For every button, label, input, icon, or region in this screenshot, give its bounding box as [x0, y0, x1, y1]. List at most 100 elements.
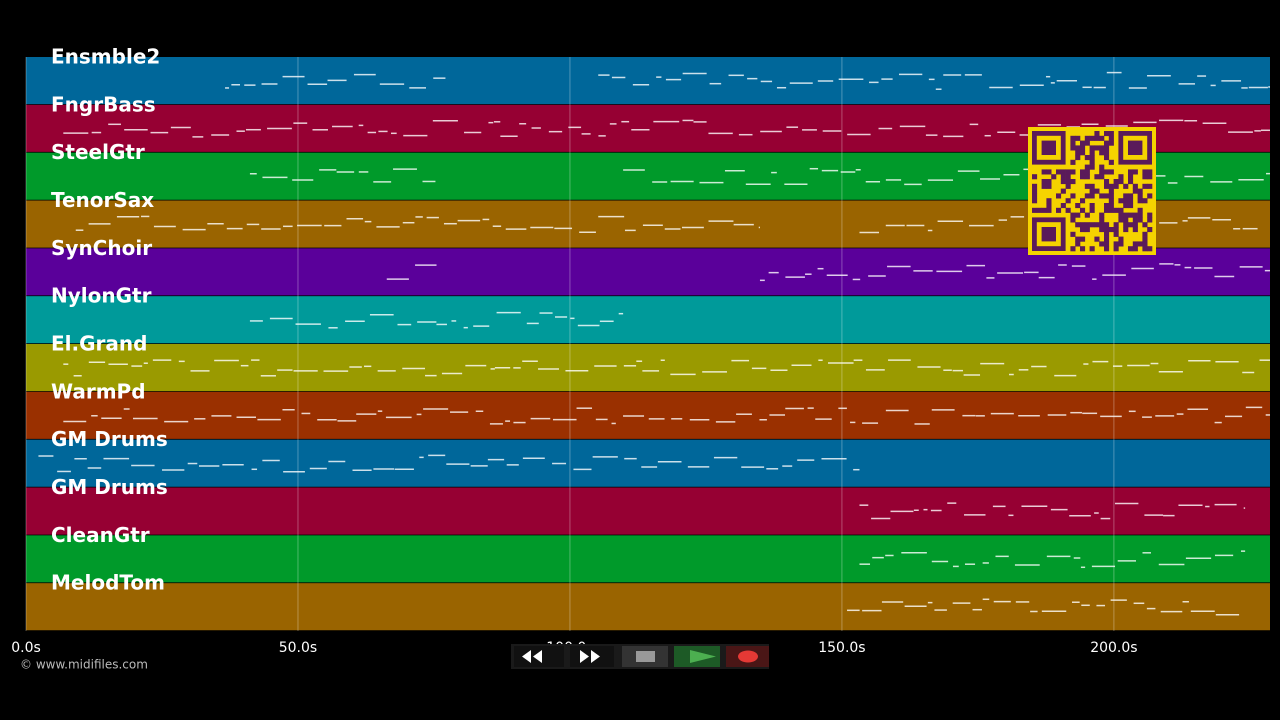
- qr-module: [1147, 183, 1153, 189]
- qr-module: [1060, 169, 1066, 175]
- qr-module: [1113, 183, 1119, 189]
- qr-module: [1056, 193, 1062, 199]
- qr-module: [1084, 193, 1090, 199]
- qr-module: [1132, 183, 1138, 189]
- qr-module: [1108, 183, 1114, 189]
- qr-module: [1128, 169, 1134, 175]
- track-lane: [26, 583, 1270, 631]
- qr-module: [1108, 140, 1114, 146]
- qr-module: [1104, 131, 1110, 137]
- qr-module: [1142, 169, 1148, 175]
- qr-module: [1147, 227, 1153, 233]
- qr-module: [1075, 145, 1081, 151]
- qr-module: [1032, 174, 1038, 180]
- qr-module: [1147, 246, 1153, 252]
- qr-module: [1070, 193, 1076, 199]
- qr-module: [1089, 207, 1095, 213]
- track-name: WarmPd: [51, 379, 146, 403]
- qr-module: [1123, 198, 1129, 204]
- qr-module: [1084, 222, 1090, 228]
- qr-module: [1056, 207, 1062, 213]
- qr-module: [1137, 212, 1143, 218]
- qr-module: [1128, 212, 1134, 218]
- track-name: TenorSax: [51, 188, 154, 212]
- record-button[interactable]: [726, 646, 769, 667]
- qr-module: [1070, 231, 1076, 237]
- qr-module: [1041, 207, 1047, 213]
- qr-module: [1147, 174, 1153, 180]
- qr-module: [1094, 174, 1100, 180]
- time-tick-label: 150.0s: [818, 640, 865, 656]
- qr-module: [1070, 140, 1076, 146]
- qr-module: [1051, 174, 1057, 180]
- qr-module: [1118, 241, 1124, 247]
- qr-module: [1089, 159, 1095, 165]
- qr-module: [1080, 222, 1086, 228]
- qr-module: [1118, 212, 1124, 218]
- qr-module: [1041, 179, 1047, 185]
- qr-module: [1080, 246, 1086, 252]
- qr-module: [1080, 227, 1086, 233]
- qr-module: [1046, 179, 1052, 185]
- qr-module: [1132, 227, 1138, 233]
- rewind-button[interactable]: [514, 646, 564, 667]
- qr-module: [1060, 174, 1066, 180]
- qr-module: [1104, 207, 1110, 213]
- qr-module: [1075, 222, 1081, 228]
- qr-module: [1104, 227, 1110, 233]
- qr-module: [1123, 193, 1129, 199]
- qr-module: [1132, 212, 1138, 218]
- qr-module: [1128, 193, 1134, 199]
- qr-module: [1065, 169, 1071, 175]
- qr-module: [1137, 193, 1143, 199]
- qr-module: [1089, 183, 1095, 189]
- time-tick-label: 0.0s: [11, 640, 41, 656]
- qr-module: [1080, 236, 1086, 242]
- qr-module: [1060, 188, 1066, 194]
- track-name: MelodTom: [51, 571, 165, 595]
- qr-module: [1132, 222, 1138, 228]
- qr-module: [1113, 231, 1119, 237]
- qr-module: [1046, 207, 1052, 213]
- qr-module: [1108, 131, 1114, 137]
- play-button[interactable]: [674, 646, 720, 667]
- qr-module: [1075, 150, 1081, 156]
- qr-module: [1094, 135, 1100, 141]
- qr-module: [1123, 183, 1129, 189]
- qr-module: [1123, 217, 1129, 223]
- qr-module: [1118, 207, 1124, 213]
- qr-module: [1113, 227, 1119, 233]
- qr-module: [1032, 207, 1038, 213]
- qr-module: [1099, 135, 1105, 141]
- qr-module: [1099, 150, 1105, 156]
- qr-module: [1065, 207, 1071, 213]
- qr-module: [1137, 198, 1143, 204]
- qr-module: [1099, 145, 1105, 151]
- qr-module: [1032, 198, 1038, 204]
- qr-module: [1065, 198, 1071, 204]
- qr-module: [1142, 183, 1148, 189]
- qr-module: [1142, 174, 1148, 180]
- qr-module: [1123, 203, 1129, 209]
- qr-module: [1099, 241, 1105, 247]
- qr-module: [1104, 222, 1110, 228]
- track-name: El.Grand: [51, 332, 147, 356]
- qr-module: [1089, 188, 1095, 194]
- qr-module: [1147, 212, 1153, 218]
- qr-module: [1132, 169, 1138, 175]
- qr-module: [1104, 169, 1110, 175]
- qr-module: [1118, 236, 1124, 242]
- qr-finder: [1041, 227, 1056, 242]
- qr-module: [1108, 198, 1114, 204]
- track-labels: Ensmble2 FngrBass SteelGtr TenorSax SynChoir…: [51, 45, 168, 595]
- qr-module: [1089, 155, 1095, 161]
- stop-button[interactable]: [622, 646, 668, 667]
- forward-button[interactable]: [570, 646, 614, 667]
- qr-module: [1070, 217, 1076, 223]
- qr-module: [1104, 246, 1110, 252]
- qr-module: [1118, 179, 1124, 185]
- track-lane: [26, 344, 1270, 392]
- qr-module: [1147, 169, 1153, 175]
- qr-module: [1046, 198, 1052, 204]
- qr-module: [1080, 150, 1086, 156]
